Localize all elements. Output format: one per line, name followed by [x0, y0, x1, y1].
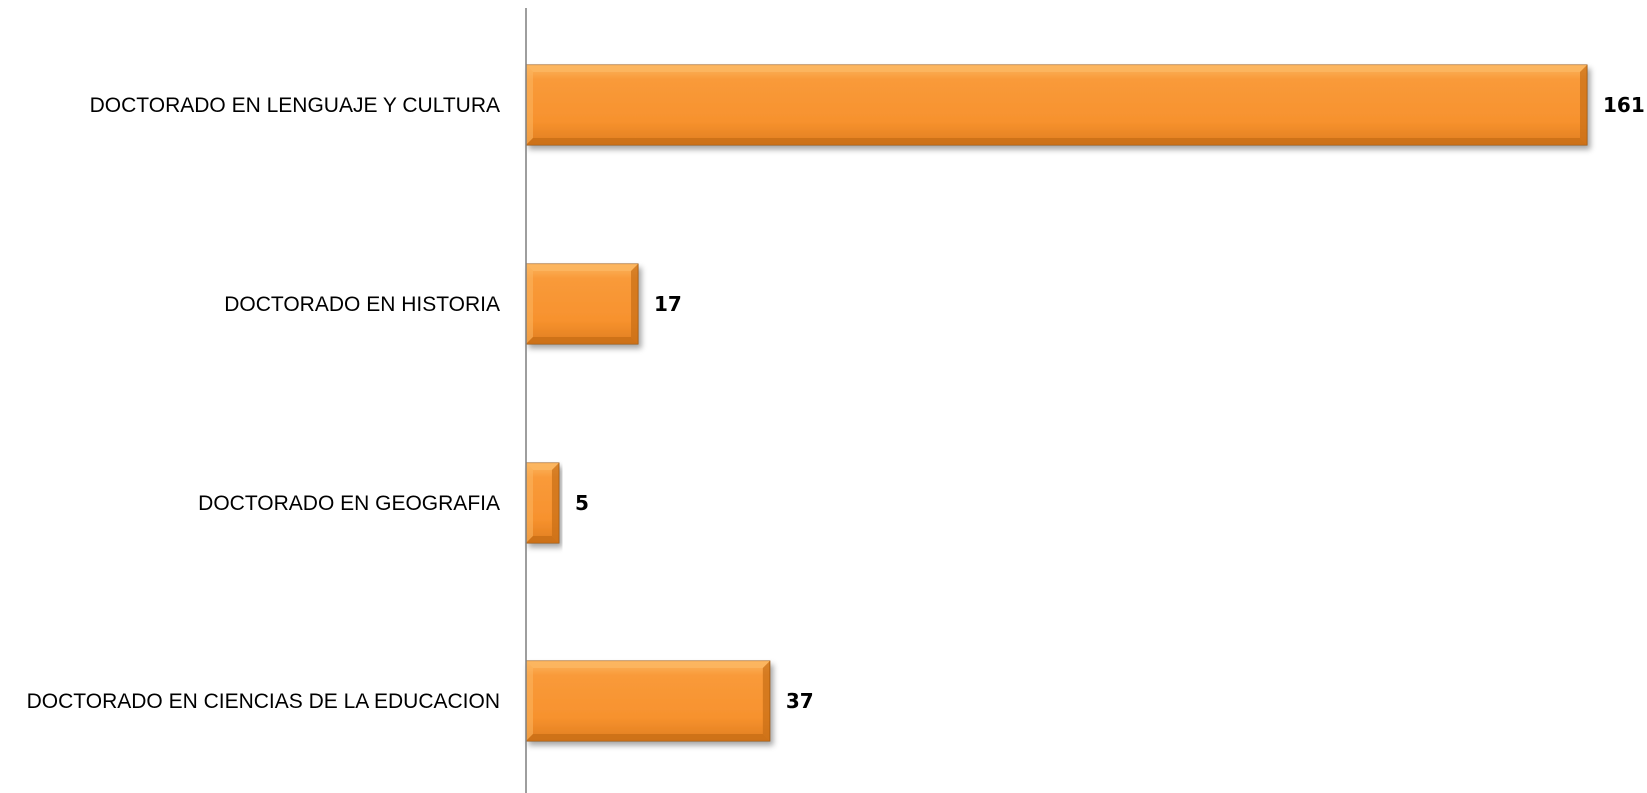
bar-bevel-top — [526, 65, 1587, 72]
value-label: 37 — [786, 689, 814, 713]
bar-body — [525, 660, 771, 742]
bar — [525, 462, 560, 544]
labels-layer: DOCTORADO EN LENGUAJE Y CULTURA 161 DOCTOR… — [27, 93, 1645, 713]
category-label: DOCTORADO EN LENGUAJE Y CULTURA — [90, 94, 500, 117]
bar-bevel-bottom — [526, 138, 1587, 145]
category-label: DOCTORADO EN HISTORIA — [224, 293, 500, 316]
value-label: 161 — [1603, 93, 1645, 117]
category-label: DOCTORADO EN CIENCIAS DE LA EDUCACION — [27, 690, 500, 713]
bars-layer — [525, 64, 1588, 742]
bar — [525, 263, 639, 345]
bar-bevel-right — [1580, 65, 1587, 145]
value-label: 17 — [654, 292, 682, 316]
bar-bevel-bottom — [526, 536, 559, 543]
bar-bevel-left — [526, 65, 533, 145]
bar-body — [525, 263, 639, 345]
bar-bevel-left — [526, 264, 533, 344]
bar-bevel-top — [526, 661, 770, 668]
value-label: 5 — [575, 491, 589, 515]
bar-bevel-right — [631, 264, 639, 344]
bar — [525, 64, 1588, 146]
bar-bevel-top — [526, 264, 639, 271]
bar-bevel-top — [526, 463, 559, 470]
bar-bevel-bottom — [526, 734, 770, 741]
category-label: DOCTORADO EN GEOGRAFIA — [198, 492, 500, 515]
bar-bevel-right — [762, 661, 770, 741]
bar-bevel-left — [526, 463, 533, 543]
bar-bevel-right — [551, 463, 559, 543]
bar-bevel-bottom — [526, 337, 639, 344]
bar-bevel-left — [526, 661, 533, 741]
bar — [525, 660, 771, 742]
bar-body — [525, 64, 1588, 146]
